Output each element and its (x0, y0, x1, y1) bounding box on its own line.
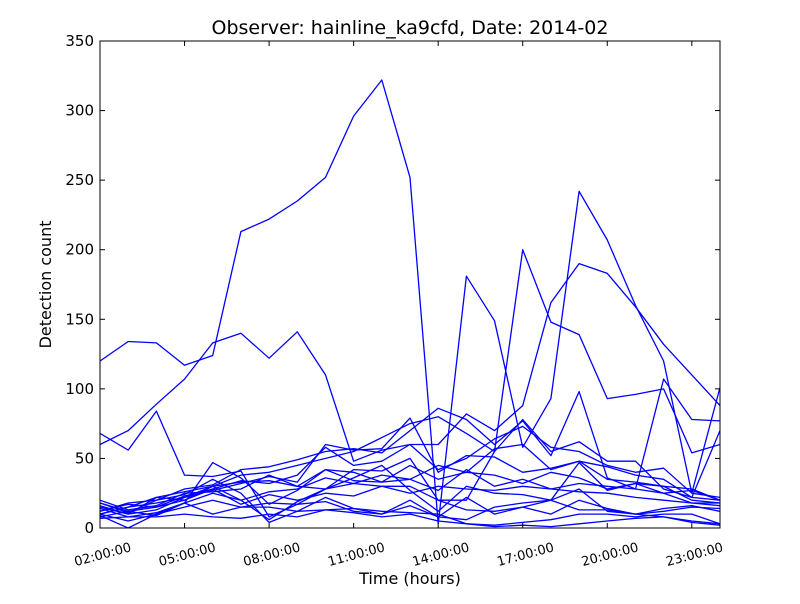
series-line-14 (100, 485, 720, 515)
series-line-15 (100, 488, 720, 525)
series-line-13 (100, 478, 720, 524)
series-line-17 (100, 509, 720, 528)
plot-frame (99, 40, 721, 529)
y-tick-label: 250 (65, 171, 94, 189)
series-line-10 (100, 464, 720, 517)
y-tick-label: 350 (65, 32, 94, 50)
series-line-12 (100, 461, 720, 521)
series-line-8 (100, 443, 720, 518)
plot-area (100, 79, 720, 528)
series-line-1 (100, 79, 720, 525)
y-tick-label: 0 (84, 519, 94, 537)
chart-title: Observer: hainline_ka9cfd, Date: 2014-02 (212, 17, 609, 39)
series-line-4 (100, 378, 720, 514)
x-axis-label: Time (hours) (358, 569, 461, 588)
y-tick-label: 100 (65, 380, 94, 398)
y-axis-label: Detection count (36, 221, 55, 349)
series-line-16 (100, 502, 720, 528)
y-tick-label: 150 (65, 310, 94, 328)
y-tick-label: 300 (65, 102, 94, 120)
y-tick-label: 50 (75, 449, 94, 467)
y-tick-label: 200 (65, 241, 94, 259)
y-axis: 0 50 100 150 200 250 300 350 (65, 32, 720, 537)
series-line-5 (100, 416, 720, 515)
